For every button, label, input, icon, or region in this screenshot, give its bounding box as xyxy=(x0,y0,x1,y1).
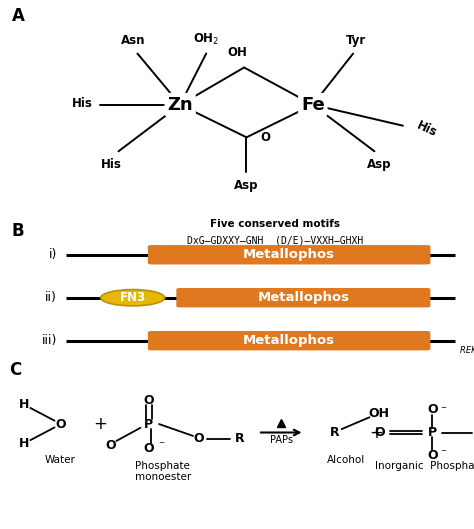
Text: P: P xyxy=(144,417,154,431)
Text: i): i) xyxy=(48,248,57,261)
Text: O: O xyxy=(144,442,154,454)
Text: His: His xyxy=(72,97,92,110)
Text: Phosphate: Phosphate xyxy=(136,461,190,471)
Text: DxG–GDXXY–GNH  (D/E)–VXXH–GHXH: DxG–GDXXY–GNH (D/E)–VXXH–GHXH xyxy=(187,235,363,245)
Text: Zn: Zn xyxy=(167,96,193,114)
Text: $^-$: $^-$ xyxy=(439,406,448,415)
Text: $^-$: $^-$ xyxy=(439,448,448,458)
Text: FN3: FN3 xyxy=(119,291,146,304)
Text: B: B xyxy=(12,222,25,240)
Text: Asp: Asp xyxy=(234,179,259,192)
Text: A: A xyxy=(12,7,25,25)
Text: Tyr: Tyr xyxy=(346,33,365,47)
Text: P: P xyxy=(428,426,437,439)
Text: +: + xyxy=(370,424,383,442)
Text: H: H xyxy=(19,437,29,450)
Text: REKA  motif: REKA motif xyxy=(460,346,474,355)
Text: Metallophos: Metallophos xyxy=(257,291,349,304)
Ellipse shape xyxy=(100,289,165,306)
Text: OH: OH xyxy=(368,407,389,421)
Text: R: R xyxy=(235,432,244,445)
Text: Water: Water xyxy=(45,454,76,464)
Text: Metallophos: Metallophos xyxy=(243,334,335,347)
Text: His: His xyxy=(101,158,122,171)
Text: $^-$: $^-$ xyxy=(157,440,166,450)
Text: H: H xyxy=(19,398,29,411)
FancyBboxPatch shape xyxy=(148,245,430,264)
Text: O: O xyxy=(55,417,66,431)
Text: O: O xyxy=(375,426,385,439)
FancyBboxPatch shape xyxy=(176,288,430,307)
Text: Alcohol: Alcohol xyxy=(327,454,365,464)
Text: iii): iii) xyxy=(42,334,57,347)
Text: +: + xyxy=(93,415,107,433)
Text: O: O xyxy=(427,403,438,416)
Text: O: O xyxy=(194,432,204,445)
Text: O: O xyxy=(427,449,438,462)
Text: O: O xyxy=(105,439,116,452)
Text: OH: OH xyxy=(227,47,247,59)
Text: O: O xyxy=(261,131,271,144)
Text: Metallophos: Metallophos xyxy=(243,248,335,261)
Text: ii): ii) xyxy=(45,291,57,304)
Text: OH$_2$: OH$_2$ xyxy=(193,31,219,47)
Text: Inorganic  Phosphate: Inorganic Phosphate xyxy=(375,461,474,471)
Text: Asn: Asn xyxy=(120,33,145,47)
Text: Asp: Asp xyxy=(367,158,392,171)
Text: C: C xyxy=(9,361,22,379)
Text: PAPs: PAPs xyxy=(270,435,293,445)
Text: R: R xyxy=(330,426,339,439)
Text: Fe: Fe xyxy=(301,96,325,114)
Text: His: His xyxy=(415,119,439,140)
Text: monoester: monoester xyxy=(135,472,191,482)
Text: Five conserved motifs: Five conserved motifs xyxy=(210,219,340,229)
FancyBboxPatch shape xyxy=(148,331,430,350)
Text: O: O xyxy=(144,394,154,407)
